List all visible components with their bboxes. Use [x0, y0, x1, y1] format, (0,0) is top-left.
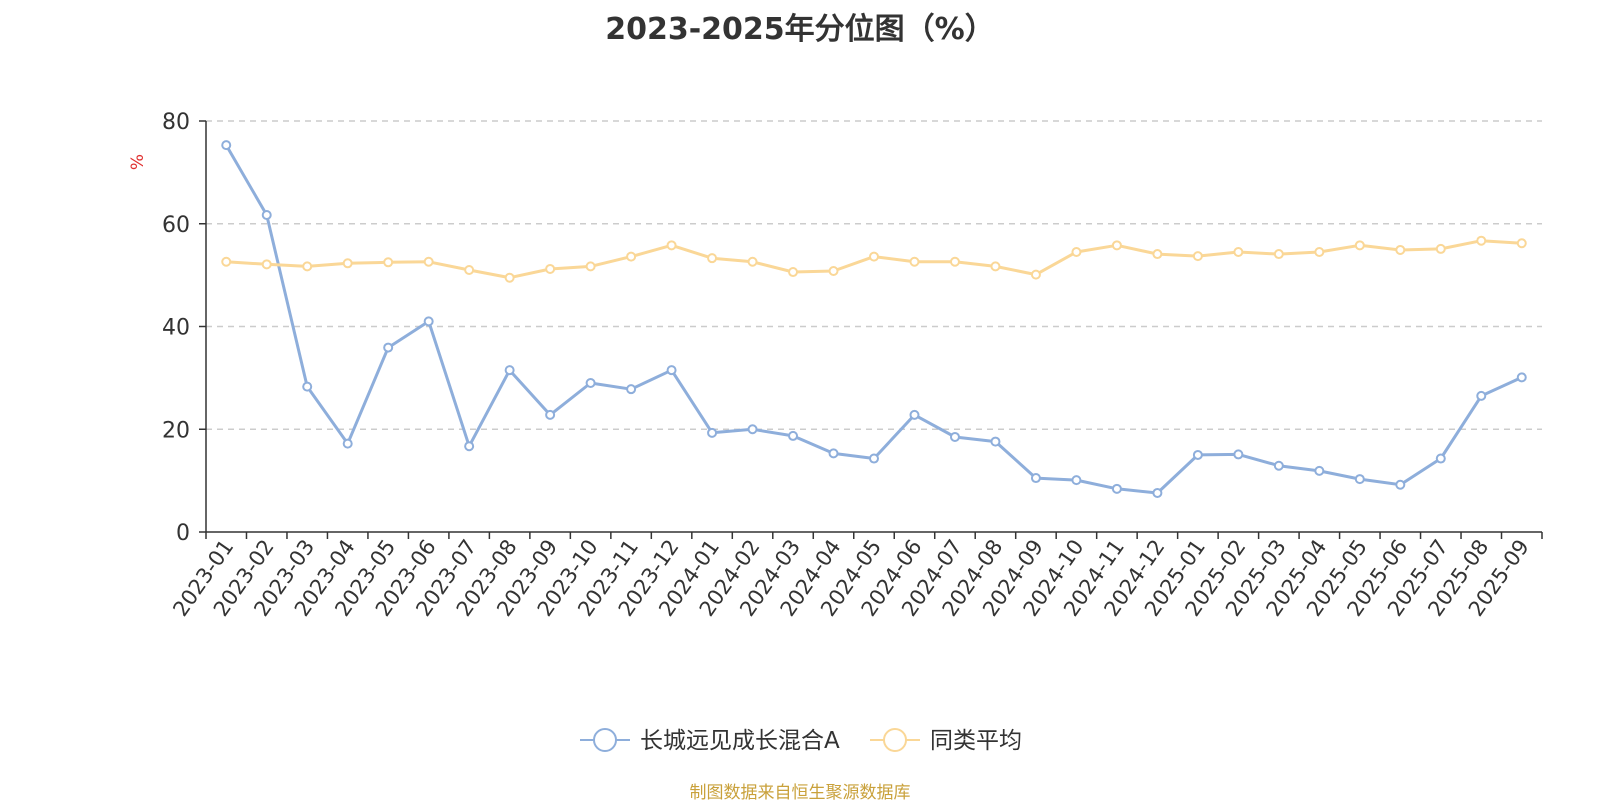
- series-0-point-1: [261, 210, 272, 221]
- series-0-point-23: [1152, 487, 1163, 498]
- series-0-point-6: [464, 441, 475, 452]
- series-1-point-20: [1030, 269, 1041, 280]
- series-1-point-6: [464, 264, 475, 275]
- series-0-point-22: [1111, 483, 1122, 494]
- series-1-point-18: [949, 256, 960, 267]
- series-0-point-15: [828, 448, 839, 459]
- series-0-point-27: [1314, 465, 1325, 476]
- legend-label-0: 长城远见成长混合A: [640, 728, 840, 754]
- legend: 长城远见成长混合A 同类平均: [580, 728, 1022, 754]
- series-0-point-29: [1395, 479, 1406, 490]
- series-1-point-19: [990, 261, 1001, 272]
- series-0-point-30: [1435, 453, 1446, 464]
- series-1-point-30: [1435, 243, 1446, 254]
- series-1-point-1: [261, 259, 272, 270]
- series-1-point-2: [302, 261, 313, 272]
- series-0-point-25: [1233, 449, 1244, 460]
- y-tick-label-0: 0: [176, 521, 190, 546]
- series-0-point-8: [545, 409, 556, 420]
- series-0-point-17: [909, 409, 920, 420]
- series-layer: [221, 140, 1527, 498]
- series-0-point-13: [747, 424, 758, 435]
- series-0-point-16: [869, 453, 879, 464]
- series-1-point-10: [626, 251, 637, 262]
- series-0-point-26: [1273, 460, 1284, 471]
- series-0-point-9: [585, 378, 596, 389]
- series-1-point-0: [221, 256, 232, 267]
- series-1-point-7: [504, 272, 515, 283]
- series-1-point-16: [869, 251, 879, 262]
- series-1-point-12: [707, 253, 718, 264]
- series-1-point-3: [342, 258, 353, 269]
- legend-marker-1: [883, 728, 907, 752]
- series-1-point-23: [1152, 249, 1163, 260]
- y-tick-label-2: 40: [162, 316, 190, 341]
- series-1-point-17: [909, 256, 920, 267]
- legend-marker-0: [593, 728, 617, 752]
- series-1-point-25: [1233, 247, 1244, 258]
- axis-layer: 0204060802023-012023-022023-032023-04202…: [162, 110, 1543, 621]
- series-1-point-27: [1314, 247, 1325, 258]
- y-tick-label-4: 80: [162, 110, 190, 135]
- series-0-point-18: [949, 431, 960, 442]
- grid-layer: [206, 120, 1542, 430]
- series-1-point-32: [1516, 238, 1527, 249]
- series-0-point-0: [221, 140, 232, 151]
- series-1-point-4: [383, 257, 394, 268]
- series-line-0: [224, 144, 1523, 495]
- series-0-point-20: [1030, 473, 1041, 484]
- series-0-point-10: [626, 384, 637, 395]
- series-1-point-14: [788, 267, 799, 278]
- series-0-point-5: [423, 316, 434, 327]
- legend-label-1: 同类平均: [930, 728, 1022, 754]
- series-1-point-11: [666, 240, 677, 251]
- series-0-point-21: [1071, 475, 1082, 486]
- series-0-point-4: [383, 342, 394, 353]
- y-tick-label-3: 60: [162, 213, 190, 238]
- series-1-point-5: [423, 256, 434, 267]
- series-0-point-32: [1516, 372, 1527, 383]
- series-1-point-15: [828, 266, 839, 277]
- series-0-point-2: [302, 381, 313, 392]
- series-1-point-9: [585, 261, 596, 272]
- series-0-point-31: [1476, 390, 1487, 401]
- chart-title: 2023-2025年分位图（%）: [605, 12, 995, 47]
- series-0-point-3: [342, 438, 353, 449]
- series-1-point-8: [545, 263, 556, 274]
- series-1-point-24: [1192, 251, 1203, 262]
- data-source-note: 制图数据来自恒生聚源数据库: [689, 783, 911, 803]
- series-0-point-11: [666, 365, 677, 376]
- series-0-point-7: [504, 365, 515, 376]
- series-1-point-29: [1395, 244, 1406, 255]
- series-1-point-28: [1354, 240, 1365, 251]
- series-0-point-12: [707, 427, 718, 438]
- series-1-point-26: [1273, 249, 1284, 260]
- series-1-point-21: [1071, 247, 1082, 258]
- series-0-point-28: [1354, 474, 1365, 485]
- y-tick-label-1: 20: [162, 418, 190, 443]
- series-0-point-19: [990, 436, 1001, 447]
- series-0-point-14: [788, 430, 799, 441]
- series-1-point-31: [1476, 235, 1487, 246]
- y-axis-label: %: [128, 154, 148, 170]
- series-1-point-22: [1111, 240, 1122, 251]
- series-1-point-13: [747, 256, 758, 267]
- series-0-point-24: [1192, 449, 1203, 460]
